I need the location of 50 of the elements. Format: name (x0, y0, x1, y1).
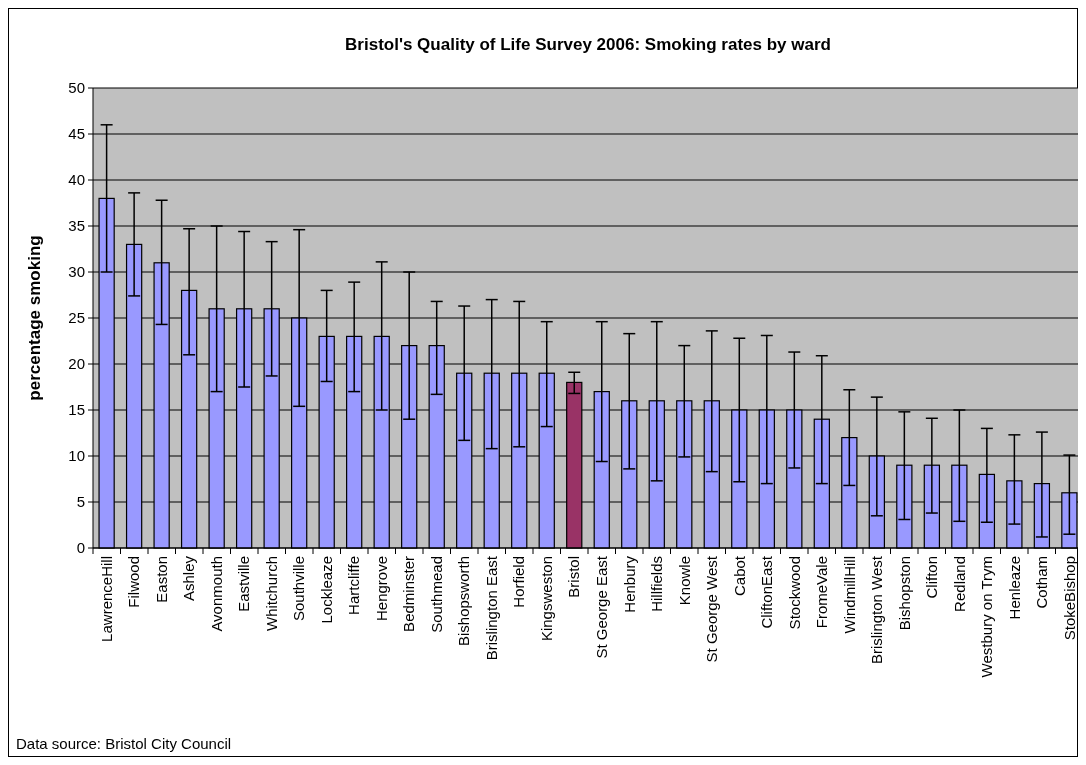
x-tick-label: Southmead (427, 556, 445, 633)
x-tick-label: Bishopsworth (455, 556, 473, 647)
x-tick-label: Whitchurch (262, 556, 280, 632)
y-tick-label: 25 (68, 309, 85, 327)
x-tick-label: Brislington West (868, 555, 886, 665)
x-tick-label: Bedminster (400, 556, 418, 632)
y-tick-label: 10 (68, 447, 85, 465)
x-tick-label: Hartcliffe (345, 556, 363, 615)
y-tick-label: 35 (68, 217, 85, 235)
x-tick-label: Henleaze (1005, 556, 1023, 620)
y-tick-label: 45 (68, 125, 85, 143)
x-tick-label: LawrenceHill (97, 556, 115, 642)
x-tick-label: Hillfields (648, 556, 666, 612)
y-tick-label: 0 (76, 539, 85, 557)
x-tick-label: Hengrove (372, 556, 390, 622)
x-tick-label: Westbury on Trym (978, 556, 996, 678)
x-tick-label: Avonmouth (207, 556, 225, 632)
x-tick-label: Lockleaze (317, 556, 335, 624)
y-tick-label: 5 (76, 493, 85, 511)
x-tick-label: Easton (152, 556, 170, 603)
y-tick-label: 15 (68, 401, 85, 419)
x-tick-label: Cabot (730, 555, 748, 597)
y-tick-label: 20 (68, 355, 85, 373)
x-tick-label: Henbury (620, 555, 638, 613)
x-tick-label: Bishopston (895, 556, 913, 631)
y-tick-label: 50 (68, 79, 85, 97)
y-tick-label: 30 (68, 263, 85, 281)
x-tick-label: Redland (950, 556, 968, 612)
x-tick-label: Eastville (235, 556, 253, 612)
x-tick-label: Kingsweston (537, 556, 555, 642)
source-note: Data source: Bristol City Council (16, 735, 232, 752)
x-tick-label: Bristol (565, 556, 583, 598)
x-tick-label: StokeBishop (1060, 556, 1078, 641)
x-tick-label: Horfield (510, 556, 528, 608)
x-tick-label: Stockwood (785, 556, 803, 630)
x-tick-label: Southville (290, 556, 308, 622)
y-axis-title: percentage smoking (25, 235, 44, 401)
x-tick-label: Ashley (180, 555, 198, 602)
x-tick-label: Cotham (1033, 556, 1051, 609)
x-tick-label: Clifton (923, 556, 941, 599)
x-tick-label: Filwood (125, 556, 143, 608)
x-tick-label: CliftonEast (758, 555, 776, 629)
y-tick-label: 40 (68, 171, 85, 189)
chart-title: Bristol's Quality of Life Survey 2006: Smoking rates by ward (345, 35, 831, 54)
x-tick-label: St George East (593, 555, 610, 659)
x-tick-label: FromeVale (813, 556, 831, 629)
x-tick-label: Brislington East (482, 555, 500, 661)
x-tick-label: St George West (703, 555, 721, 663)
x-tick-label: WindmillHill (840, 556, 858, 634)
x-tick-label: Knowle (675, 556, 693, 606)
